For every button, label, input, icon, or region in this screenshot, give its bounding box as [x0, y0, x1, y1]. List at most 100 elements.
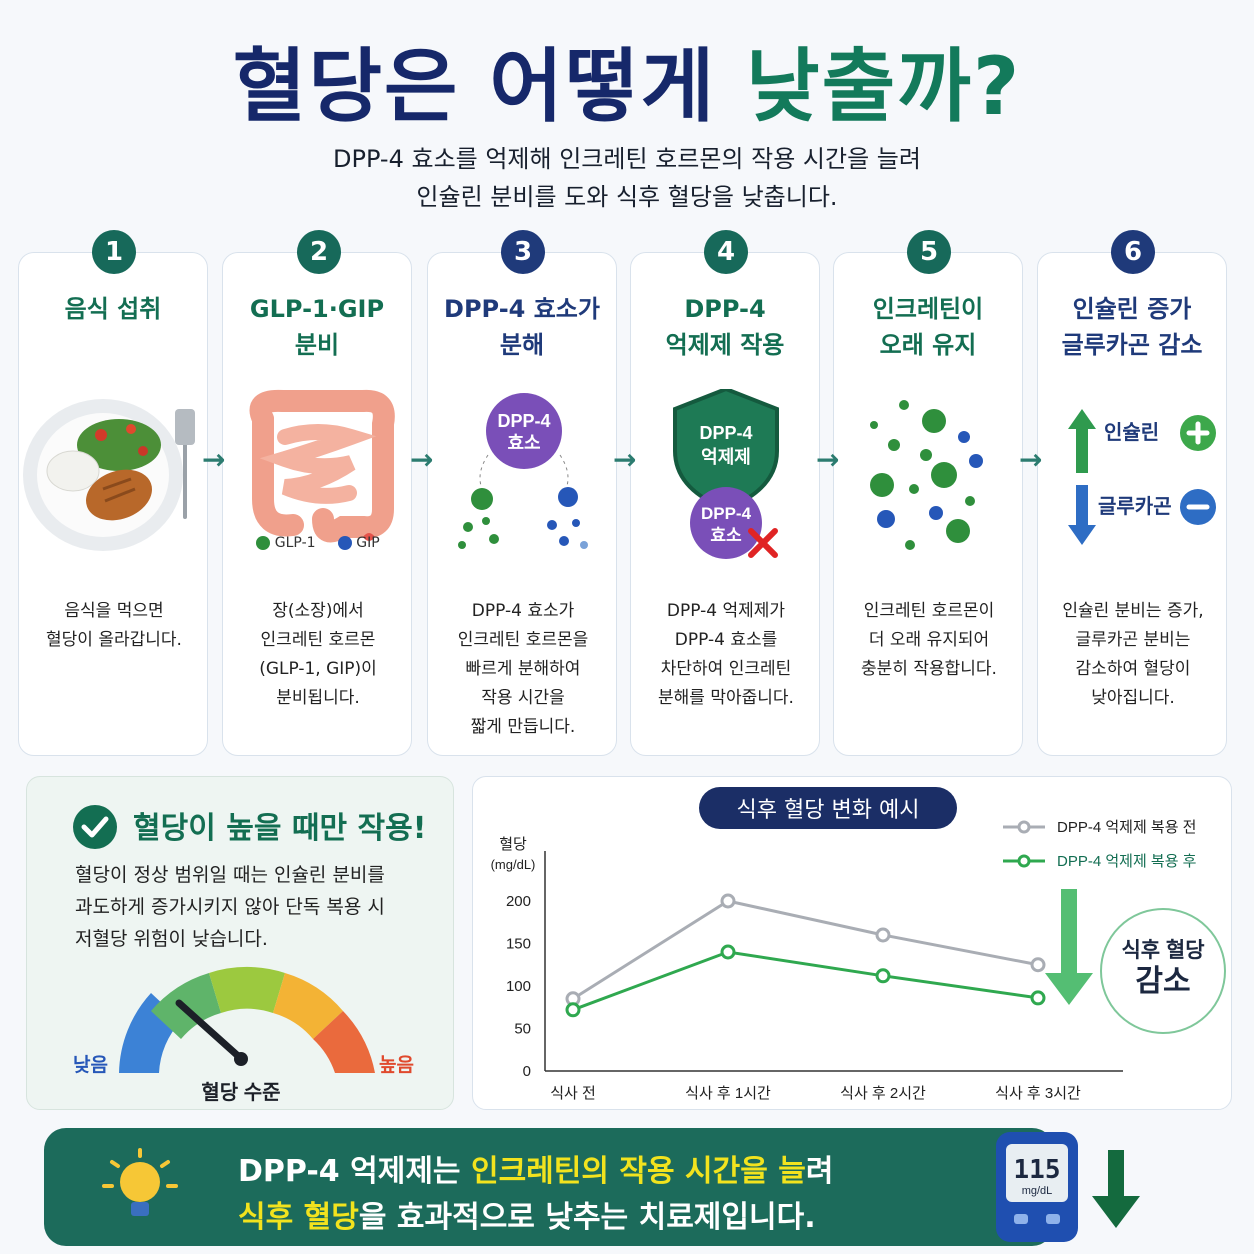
hormone-legend: GLP-1 GIP: [223, 535, 413, 551]
step-number-3: 3: [501, 230, 545, 274]
annotation-line1: 식후 혈당: [1121, 938, 1204, 962]
legend-marker: [1017, 854, 1031, 868]
subtitle: DPP-4 효소를 억제해 인크레틴 호르몬의 작용 시간을 늘려 인슐린 분비…: [0, 140, 1254, 216]
y-tick-label: 150: [506, 936, 531, 953]
meal-plate-icon: [23, 399, 195, 551]
subtitle-line2: 인슐린 분비를 도와 식후 혈당을 낮춥니다.: [416, 183, 838, 211]
desc-line: 음식을 먹으면: [64, 601, 164, 621]
x-tick-label: 식사 후 1시간: [685, 1085, 771, 1102]
step-description: 음식을 먹으면 혈당이 올라갑니다.: [27, 597, 201, 655]
step-title: 인크레틴이 오래 유지: [834, 291, 1022, 363]
banner-highlight: 인크레틴의 작용 시간을 늘: [470, 1154, 806, 1189]
step-title-line2: 분해: [499, 331, 545, 359]
x-tick-label: 식사 후 2시간: [840, 1085, 926, 1102]
data-point: [720, 944, 736, 960]
desc-line: (GLP-1, GIP)이: [259, 659, 377, 679]
step-title-line2: 오래 유지: [879, 331, 977, 359]
step-title: 음식 섭취: [19, 291, 207, 327]
page-title: 혈당은 어떻게 낮출까?: [0, 22, 1254, 138]
step-card-6: 인슐린 증가 글루카곤 감소 인슐린 글루카곤 인슐린 분비는 증가, 글루카곤…: [1037, 252, 1227, 756]
step-description: DPP-4 효소가 인크레틴 호르몬을 빠르게 분해하여 작용 시간을 짧게 만…: [436, 597, 610, 742]
x-tick-label: 식사 후 3시간: [995, 1085, 1081, 1102]
desc-line: 감소하여 혈당이: [1075, 659, 1191, 679]
desc-line: 차단하여 인크레틴: [660, 659, 792, 679]
title-part1: 혈당은 어떻게: [232, 40, 717, 133]
intestine-icon: [249, 389, 395, 543]
step-description: 인크레틴 호르몬이 더 오래 유지되어 충분히 작용합니다.: [842, 597, 1016, 684]
banner-text: 려: [805, 1154, 834, 1189]
line-chart: 혈당 (mg/dL) 0 50 100 150 200 식사 전 식사 후 1시간 식사 후 2시…: [491, 819, 1226, 1102]
desc-line: 분비됩니다.: [276, 688, 360, 708]
series-line-1: [572, 899, 1039, 1001]
step-title-line1: GLP-1·GIP: [249, 295, 385, 323]
desc-line: 인크레틴 호르몬: [260, 630, 376, 650]
panel-body: 혈당이 정상 범위일 때는 인슐린 분비를 과도하게 증가시키지 않아 단독 복…: [75, 859, 435, 955]
blood-sugar-chart-panel: 식후 혈당 변화 예시 혈당 (mg/dL) 0 50 100 150 200 식사 전 식사 …: [472, 776, 1232, 1110]
desc-line: 인크레틴 호르몬이: [863, 601, 995, 621]
low-hypoglycemia-panel: 혈당이 높을 때만 작용! 혈당이 정상 범위일 때는 인슐린 분비를 과도하게…: [26, 776, 454, 1110]
flow-arrow-icon: →: [613, 443, 637, 476]
glucagon-label: 글루카곤: [1098, 495, 1172, 518]
step-card-3: DPP-4 효소가 분해 DPP-4 효소 DPP-4 효소가 인크레틴 호르몬…: [427, 252, 617, 756]
banner-line1: DPP-4 억제제는 인크레틴의 작용 시간을 늘려: [238, 1146, 834, 1190]
desc-line: DPP-4 효소를: [674, 630, 778, 650]
step-title: GLP-1·GIP 분비: [223, 291, 411, 363]
step-card-4: DPP-4 억제제 작용 DPP-4 억제제 DPP-4 효소 DPP-4 억제…: [630, 252, 820, 756]
step-title-line2: 억제제 작용: [665, 331, 785, 359]
annotation-line2: 감소: [1135, 965, 1190, 998]
gip-label: GIP: [356, 535, 380, 551]
body-line: 저혈당 위험이 낮습니다.: [75, 928, 268, 950]
glp1-label: GLP-1: [274, 535, 316, 551]
title-part2: 낮출까?: [746, 40, 1022, 133]
step-number-5: 5: [907, 230, 951, 274]
legend-label: DPP-4 억제제 복용 후: [1057, 853, 1197, 870]
step-card-5: 인크레틴이 오래 유지 인크레틴 호르몬이 더 오래 유지되어 충분히 작용합니…: [833, 252, 1023, 756]
flow-arrow-icon: →: [816, 443, 840, 476]
step-title: 인슐린 증가 글루카곤 감소: [1038, 291, 1226, 363]
flow-arrow-icon: →: [1019, 443, 1043, 476]
legend-marker: [1017, 820, 1031, 834]
down-arrow-icon: [1045, 889, 1093, 1005]
y-axis-label: 혈당: [499, 836, 527, 853]
step-description: DPP-4 억제제가 DPP-4 효소를 차단하여 인크레틴 분해를 막아줍니다…: [639, 597, 813, 713]
step-title-line2: 글루카곤 감소: [1061, 331, 1203, 359]
gauge-low-label: 낮음: [73, 1054, 108, 1076]
gip-dot-icon: [337, 536, 352, 550]
desc-line: 짧게 만듭니다.: [470, 717, 576, 737]
insulin-glucagon-icon: 인슐린 글루카곤: [1068, 409, 1216, 545]
desc-line: 빠르게 분해하여: [465, 659, 581, 679]
y-axis-unit: (mg/dL): [491, 857, 536, 872]
glp1-dot-icon: [256, 536, 271, 550]
gauge-caption: 혈당 수준: [201, 1080, 280, 1103]
desc-line: 인슐린 분비는 증가,: [1062, 601, 1204, 621]
subtitle-line1: DPP-4 효소를 억제해 인크레틴 호르몬의 작용 시간을 늘려: [333, 145, 921, 173]
desc-line: 더 오래 유지되어: [868, 630, 990, 650]
chart-title: 식후 혈당 변화 예시: [699, 787, 957, 829]
banner-text: 을 효과적으로 낮추는 치료제입니다.: [358, 1200, 816, 1235]
desc-line: DPP-4 효소가: [471, 601, 575, 621]
data-point: [565, 1002, 581, 1018]
check-circle-icon: [73, 805, 117, 849]
gauge-high-label: 높음: [379, 1054, 414, 1076]
step-description: 인슐린 분비는 증가, 글루카곤 분비는 감소하여 혈당이 낮아집니다.: [1046, 597, 1220, 713]
step-title-line1: DPP-4: [684, 295, 766, 323]
y-tick-label: 0: [523, 1063, 531, 1080]
step-title-line1: 인크레틴이: [872, 295, 984, 323]
incretin-molecules-icon: [870, 400, 983, 550]
y-tick-label: 50: [514, 1021, 531, 1038]
enzyme-label-2: 효소: [710, 526, 742, 545]
step-number-1: 1: [92, 230, 136, 274]
enzyme-label-1: DPP-4: [701, 504, 752, 523]
step-number-6: 6: [1111, 230, 1155, 274]
enzyme-label-2: 효소: [507, 433, 540, 453]
enzyme-breakdown-icon: DPP-4 효소: [458, 393, 588, 549]
step-title-line1: 음식 섭취: [64, 295, 162, 323]
desc-line: 분해를 막아줍니다.: [658, 688, 794, 708]
inhibitor-shield-icon: DPP-4 억제제 DPP-4 효소: [673, 389, 779, 559]
desc-line: 글루카곤 분비는: [1075, 630, 1191, 650]
insulin-label: 인슐린: [1104, 421, 1159, 444]
step-number-2: 2: [297, 230, 341, 274]
step-card-1: 음식 섭취 음식을 먹으면 혈당이 올라갑니다.: [18, 252, 208, 756]
series-line-2: [572, 950, 1039, 1012]
data-point: [1030, 990, 1046, 1006]
